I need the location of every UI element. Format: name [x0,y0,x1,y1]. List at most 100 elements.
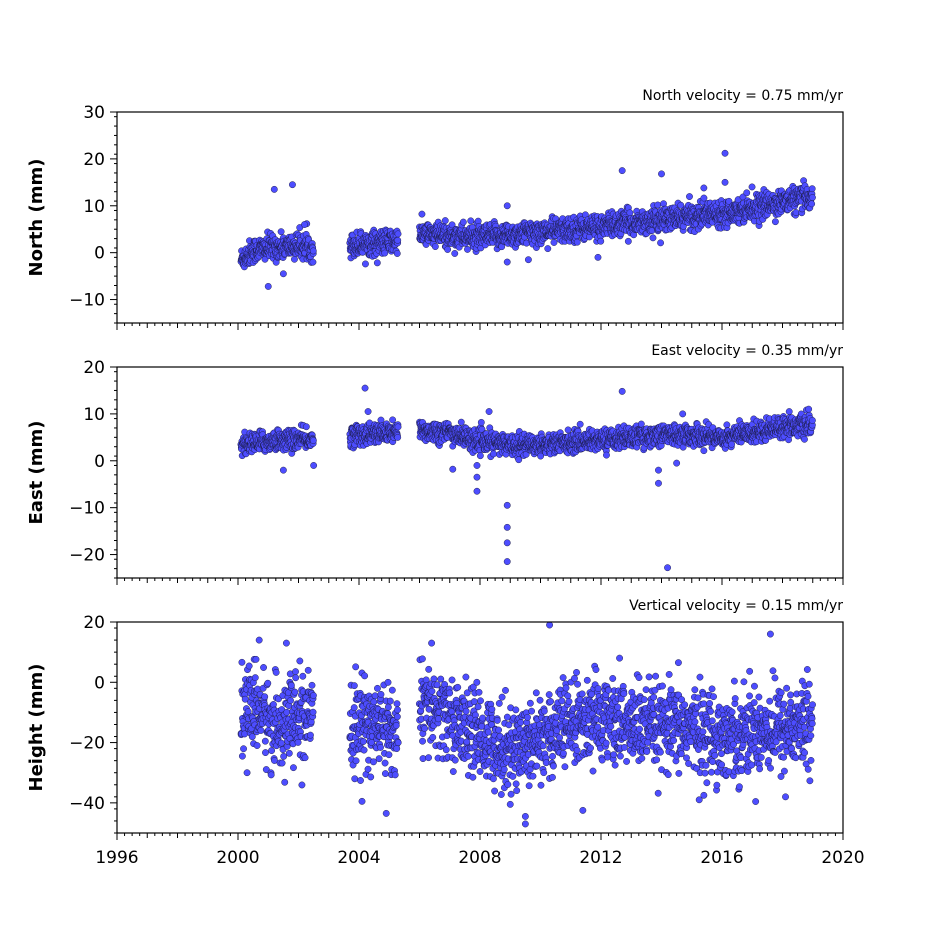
y-tick-label: 20 [83,358,105,378]
data-point [352,663,360,671]
data-point [304,666,312,674]
data-point [700,447,708,455]
data-point [459,218,467,226]
data-point [686,193,693,200]
data-point [771,218,779,226]
data-point [370,698,378,706]
data-point [394,236,402,244]
outlier-point [310,462,318,469]
outlier-point [503,523,511,531]
data-point [248,733,256,741]
data-point [377,743,384,751]
data-point [728,440,736,448]
data-point [394,739,402,747]
data-point [253,742,261,749]
data-point [626,209,634,217]
data-point [309,437,317,445]
data-point [251,674,259,682]
data-point [352,757,360,765]
y-tick-label: 0 [94,452,105,472]
outlier-point [618,387,626,395]
data-point [451,250,459,257]
y-tick-label: 20 [83,150,105,170]
data-point [425,754,432,762]
data-point [448,676,456,684]
outlier-point [503,202,511,210]
data-point [428,687,436,695]
data-point [287,697,294,704]
data-point [394,706,401,714]
data-point [309,247,317,255]
data-point [264,679,272,687]
y-axis-label: North (mm) [26,159,47,277]
data-point [434,715,442,723]
data-point [576,420,584,428]
data-point [419,737,426,745]
data-point [418,655,426,663]
data-point [373,259,381,267]
data-point [290,764,297,772]
outlier-point [449,465,457,473]
data-point [238,752,246,760]
data-point [385,751,393,759]
data-point [384,678,392,686]
data-point [240,745,247,753]
y-tick-label: −10 [69,291,105,311]
data-point [419,755,427,762]
data-point [281,778,289,786]
data-point [277,739,285,747]
data-point [394,423,402,431]
data-point [261,693,269,701]
outlier-point [679,410,687,418]
data-point [446,689,454,697]
data-point [624,237,632,245]
data-point [477,418,485,426]
outlier-point [473,462,481,469]
data-point [370,758,377,766]
data-point [268,747,276,754]
data-point [418,210,426,218]
outlier-point [664,564,671,572]
outlier-point [289,181,296,189]
data-point [597,237,605,245]
data-point [377,690,385,698]
data-points [237,622,816,828]
data-point [301,754,309,762]
data-point [367,773,375,781]
data-point [271,757,278,764]
data-points [237,384,816,572]
y-tick-label: 0 [94,244,105,264]
data-point [384,703,392,711]
velocity-annotation: East velocity = 0.35 mm/yr [651,343,843,359]
data-point [564,426,572,434]
data-point [442,746,450,754]
data-point [657,239,665,247]
data-point [238,658,246,666]
data-point [464,245,471,253]
data-point [490,450,497,458]
y-tick-label: −20 [69,546,105,566]
data-point [785,408,793,416]
data-point [299,672,307,680]
outlier-point [503,558,511,566]
outlier-point [503,501,511,509]
outlier-point [655,466,662,474]
outlier-point [721,149,729,157]
data-point [292,668,299,676]
data-point [743,189,751,197]
outlier-point [473,487,481,495]
data-point [808,417,816,424]
outlier-point [673,459,681,467]
data-point [307,731,314,739]
data-point [262,749,269,757]
data-point [257,727,265,734]
data-point [374,684,381,692]
data-point [278,759,286,767]
data-point [294,738,302,746]
data-point [375,755,383,763]
outlier-point [594,253,602,261]
data-point [357,777,364,784]
data-point [444,246,452,253]
data-point [700,194,708,202]
data-point [285,749,293,757]
